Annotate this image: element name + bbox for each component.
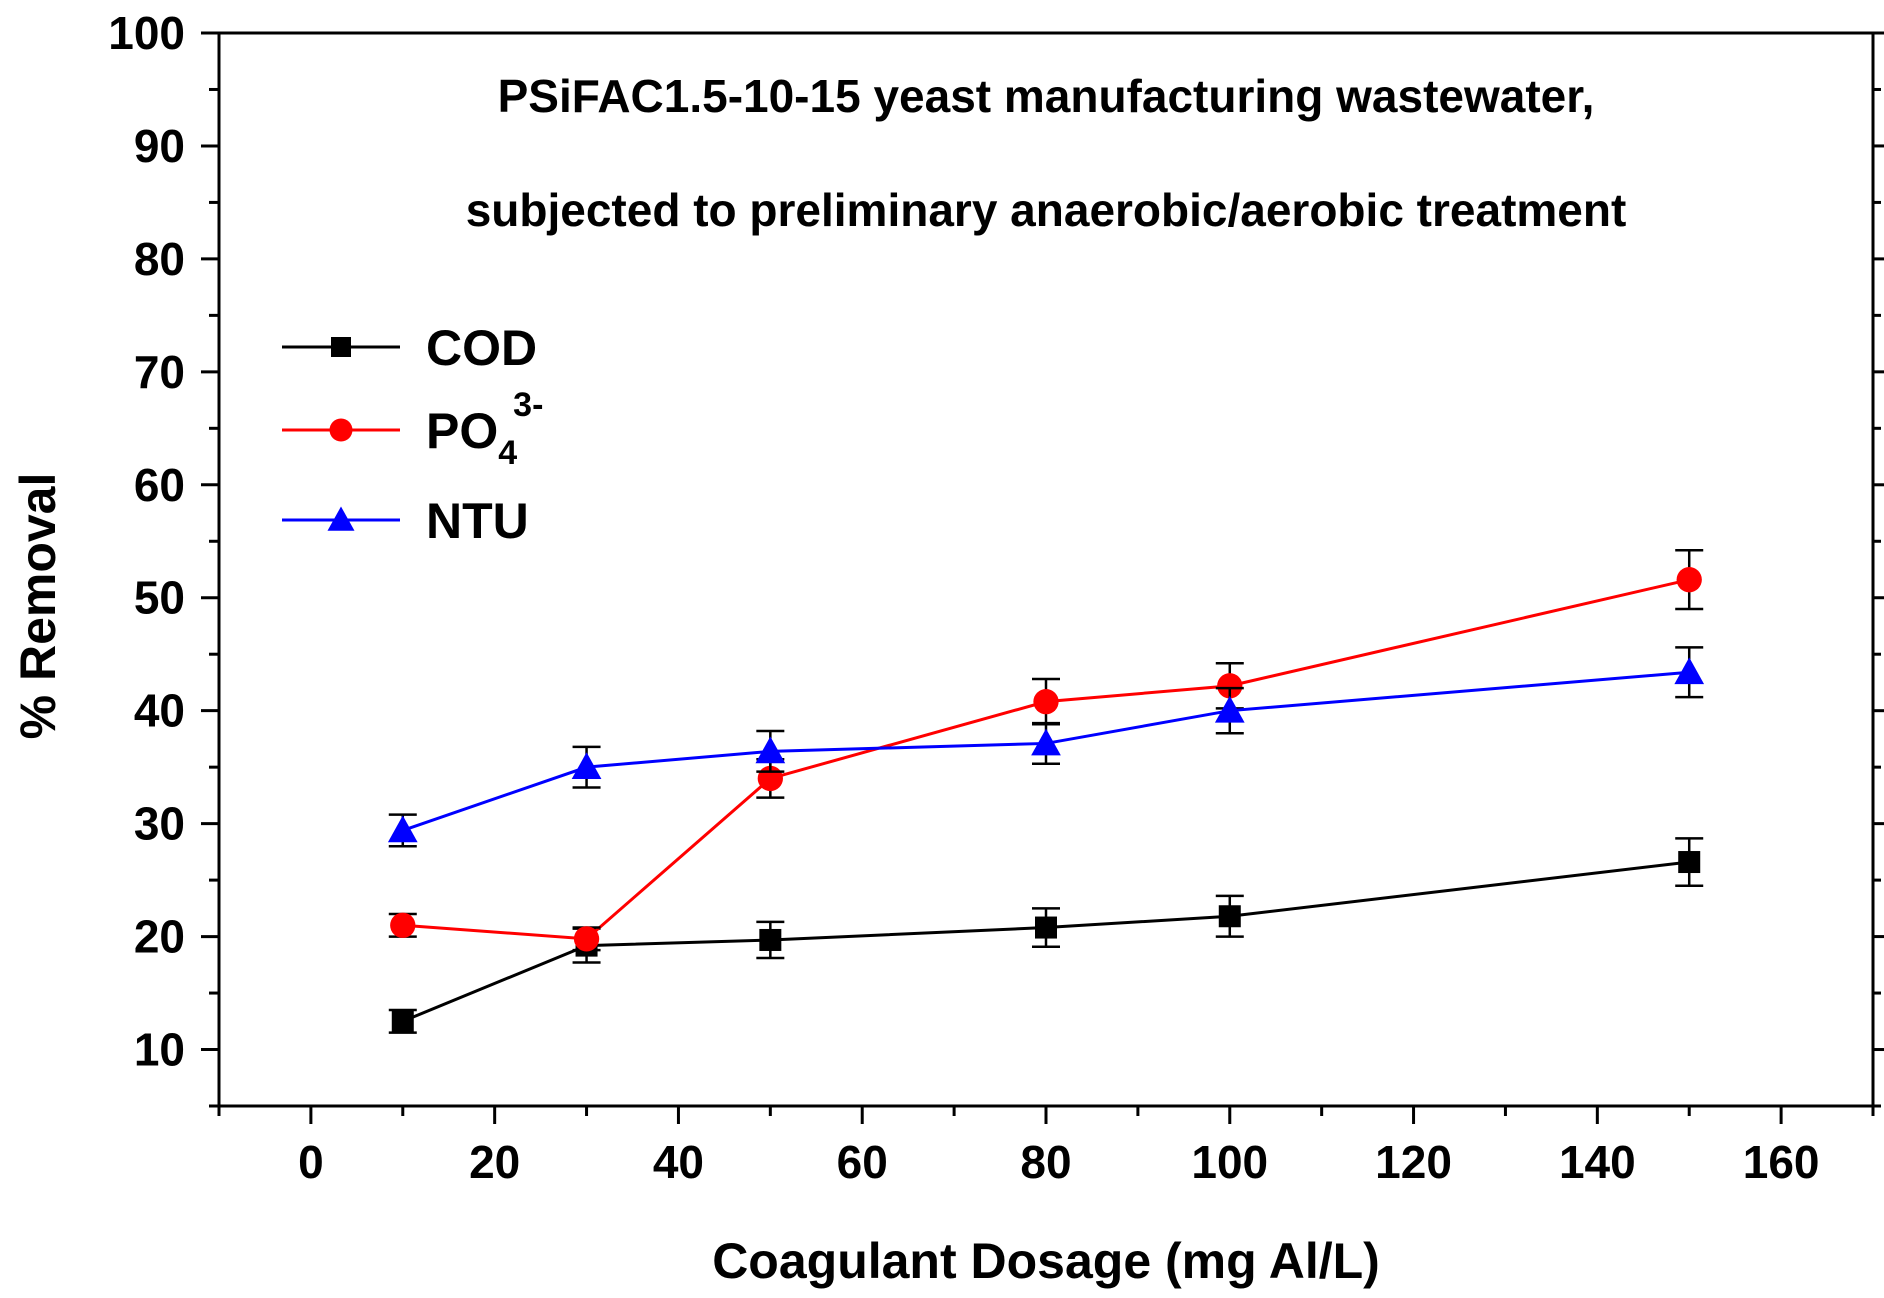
chart-title-line-1: PSiFAC1.5-10-15 yeast manufacturing wast… — [498, 70, 1595, 122]
legend-label: NTU — [426, 493, 529, 549]
data-point — [1217, 673, 1243, 699]
data-point — [1218, 905, 1241, 928]
data-point — [1674, 657, 1705, 685]
y-tick-label: 30 — [134, 798, 185, 850]
x-tick-label: 0 — [298, 1136, 324, 1188]
y-tick-label: 50 — [134, 572, 185, 624]
data-point — [1033, 688, 1059, 715]
data-point — [1678, 851, 1701, 874]
y-tick-label: 40 — [134, 685, 185, 737]
chart-title-line-2: subjected to preliminary anaerobic/aerob… — [466, 184, 1627, 236]
y-tick-label: 20 — [134, 911, 185, 963]
series-line — [402, 578, 1690, 941]
y-tick-label: 80 — [134, 233, 185, 285]
data-point — [1035, 916, 1057, 939]
data-point — [387, 815, 418, 843]
series-cod — [388, 837, 1704, 1034]
legend-label: PO4 3- — [426, 386, 543, 472]
x-tick-label: 40 — [653, 1136, 704, 1188]
x-tick-label: 100 — [1191, 1136, 1268, 1188]
y-tick-label: 90 — [134, 120, 185, 172]
y-axis: 10 20 30 40 50 60 70 80 90 100 — [108, 7, 1884, 1108]
legend: COD PO4 3- NTU — [282, 320, 543, 549]
y-tick-label: 10 — [134, 1024, 185, 1076]
x-tick-label: 60 — [837, 1136, 888, 1188]
legend-marker — [327, 506, 355, 531]
legend-label-text: COD — [426, 320, 537, 376]
x-axis: 0 20 40 60 80 100 120 140 160 — [217, 1106, 1875, 1188]
series-line — [402, 860, 1690, 1023]
data-point — [759, 928, 782, 951]
y-tick-label: 70 — [134, 346, 185, 398]
legend-label: COD — [426, 320, 537, 376]
legend-label-text: PO — [426, 403, 498, 459]
series-ntu — [387, 646, 1705, 848]
legend-label-text: NTU — [426, 493, 529, 549]
series-line — [402, 670, 1690, 832]
data-point — [1031, 728, 1061, 756]
x-tick-label: 160 — [1743, 1136, 1820, 1188]
legend-label-superscript: 3- — [513, 386, 543, 424]
x-tick-label: 140 — [1559, 1136, 1636, 1188]
data-point — [391, 1010, 414, 1033]
data-point — [571, 752, 602, 780]
data-point — [390, 912, 416, 938]
data-point — [755, 736, 786, 764]
legend-label-subscript: 4 — [498, 434, 517, 472]
y-tick-label: 60 — [134, 459, 185, 511]
x-tick-label: 80 — [1020, 1136, 1071, 1188]
x-tick-label: 20 — [469, 1136, 520, 1188]
series-layer — [387, 549, 1705, 1034]
y-axis-title: % Removal — [10, 473, 66, 740]
data-point — [1676, 567, 1702, 593]
legend-marker — [329, 418, 353, 442]
x-axis-title: Coagulant Dosage (mg Al/L) — [712, 1233, 1380, 1289]
data-point — [573, 926, 600, 952]
data-point — [1214, 695, 1245, 723]
x-tick-label: 120 — [1375, 1136, 1452, 1188]
legend-marker — [331, 337, 351, 357]
y-tick-label: 100 — [108, 7, 185, 59]
